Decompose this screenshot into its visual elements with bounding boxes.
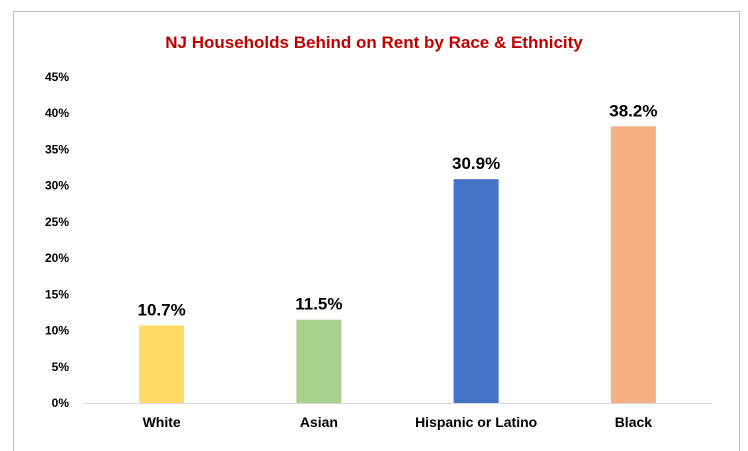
x-tick-label: Black <box>615 414 653 430</box>
y-tick-label: 5% <box>52 360 70 374</box>
y-tick-label: 25% <box>45 215 69 229</box>
y-axis: 0% 5% 10% 15% 20% 25% 30% 35% 40% 45% <box>45 70 69 410</box>
y-tick-label: 40% <box>45 106 69 120</box>
data-label: 10.7% <box>138 300 186 319</box>
bar-white <box>139 325 185 403</box>
y-tick-label: 35% <box>45 142 69 156</box>
data-label: 11.5% <box>295 295 342 314</box>
bar-asian <box>296 319 342 403</box>
x-tick-label: Asian <box>300 414 338 430</box>
bars <box>139 126 656 404</box>
chart-title: NJ Households Behind on Rent by Race & E… <box>165 33 583 52</box>
data-label: 38.2% <box>609 101 657 120</box>
y-tick-label: 10% <box>45 324 69 338</box>
data-label: 30.9% <box>452 154 500 173</box>
y-tick-label: 15% <box>45 287 69 301</box>
y-tick-label: 0% <box>52 396 70 410</box>
bar-chart: 0% 5% 10% 15% 20% 25% 30% 35% 40% 45% 10.7% 11.5% 3… <box>45 70 712 430</box>
data-labels: 10.7% 11.5% 30.9% 38.2% <box>138 101 658 319</box>
y-tick-label: 45% <box>45 70 69 84</box>
y-tick-label: 30% <box>45 179 69 193</box>
x-axis: White Asian Hispanic or Latino Black <box>83 403 712 430</box>
x-tick-label: White <box>143 414 181 430</box>
y-tick-label: 20% <box>45 251 69 265</box>
bar-hispanic-or-latino <box>453 179 499 403</box>
x-tick-label: Hispanic or Latino <box>415 414 537 430</box>
bar-black <box>610 126 656 404</box>
